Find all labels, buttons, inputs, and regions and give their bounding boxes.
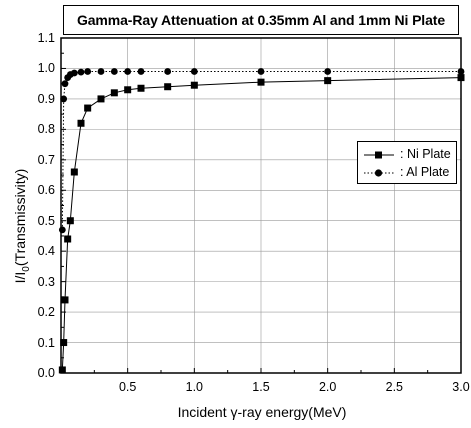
x-axis-label: Incident γ-ray energy(MeV) [177, 404, 347, 420]
series-ni-plate [58, 74, 465, 374]
data-point [257, 68, 265, 75]
series-al-plate [58, 68, 465, 234]
data-point [58, 366, 66, 374]
legend-item-al: : Al Plate [358, 164, 456, 182]
y-tick-label: 0.7 [37, 152, 55, 167]
legend: : Ni Plate : Al Plate [357, 141, 457, 184]
y-tick-label: 0.0 [37, 366, 55, 380]
chart-title-box: Gamma-Ray Attenuation at 0.35mm Al and 1… [63, 5, 459, 35]
data-point [70, 168, 78, 176]
data-point [137, 68, 145, 75]
y-tick-label: 1.1 [37, 31, 55, 45]
data-point [77, 68, 85, 76]
y-tick-label: 0.6 [37, 183, 55, 198]
data-point [124, 68, 132, 75]
legend-item-ni: : Ni Plate [358, 146, 456, 164]
data-point [97, 68, 105, 75]
data-point [64, 235, 72, 243]
chart-title: Gamma-Ray Attenuation at 0.35mm Al and 1… [76, 12, 446, 28]
data-point [257, 78, 265, 86]
data-point [77, 119, 85, 127]
legend-swatch-al [364, 169, 394, 177]
data-point [190, 68, 198, 75]
data-point [124, 86, 132, 94]
x-tick-label: 1.0 [185, 380, 204, 394]
grid-lines [61, 38, 461, 373]
series-line [61, 77, 462, 370]
data-point [61, 296, 69, 304]
y-axis-label-main: I/I [12, 271, 29, 284]
data-point [110, 89, 118, 97]
data-point [58, 226, 66, 234]
x-tick-label: 3.0 [452, 380, 470, 394]
legend-swatch-ni [364, 151, 394, 159]
data-point [190, 81, 198, 89]
y-axis-label-sub: 0 [20, 266, 32, 272]
data-point [164, 83, 172, 91]
y-tick-label: 1.0 [37, 61, 55, 76]
y-tick-label: 0.8 [37, 122, 55, 137]
x-tick-label: 2.5 [385, 380, 404, 394]
y-tick-label: 0.5 [37, 213, 55, 228]
legend-label-al: : Al Plate [400, 165, 450, 179]
y-tick-label: 0.3 [37, 274, 55, 289]
data-point [66, 217, 74, 225]
data-point [137, 84, 145, 92]
legend-label-ni: : Ni Plate [400, 147, 451, 161]
data-point [110, 68, 118, 75]
data-point [324, 68, 332, 75]
x-tick-label: 0.5 [118, 380, 137, 394]
tick-marks [60, 37, 462, 374]
data-point [164, 68, 172, 75]
data-point [84, 104, 92, 112]
data-point [324, 77, 332, 85]
x-tick-label: 1.5 [252, 380, 270, 394]
y-tick-label: 0.2 [37, 305, 55, 320]
data-point [70, 69, 78, 77]
y-tick-label: 0.4 [37, 244, 55, 259]
data-point [97, 95, 105, 103]
x-tick-label: 2.0 [318, 380, 337, 394]
y-tick-label: 0.9 [37, 91, 55, 106]
data-point [84, 68, 92, 75]
y-tick-label: 0.1 [37, 335, 55, 350]
y-axis-label: I/I0(Transmissivity) [12, 169, 32, 284]
y-axis-label-rest: (Transmissivity) [12, 168, 29, 267]
data-point [61, 80, 69, 88]
